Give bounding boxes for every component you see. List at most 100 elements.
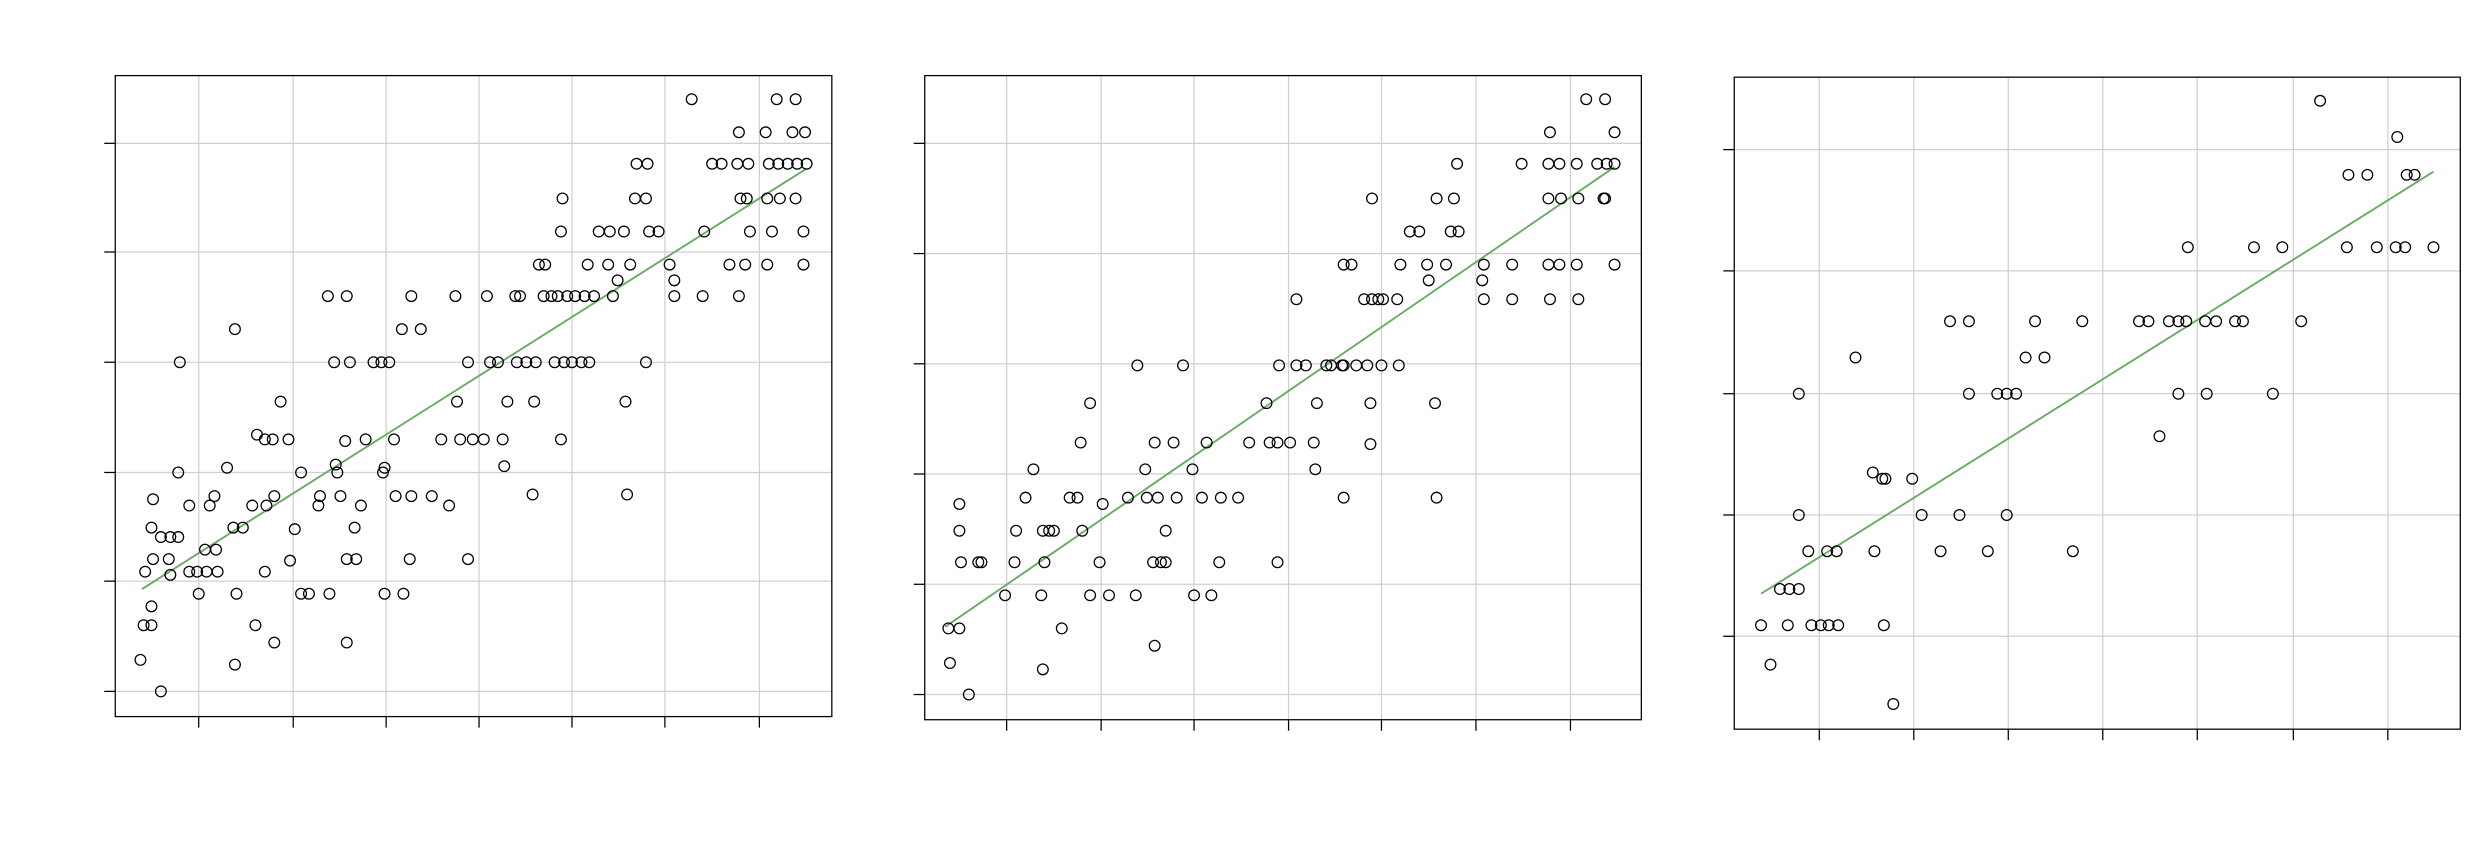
data-point: [302, 587, 315, 600]
data-point: [558, 356, 571, 369]
data-point: [1232, 491, 1245, 504]
data-point: [1103, 589, 1115, 602]
data-point: [1076, 524, 1089, 537]
data-point: [221, 461, 234, 474]
data-point: [1915, 509, 1928, 521]
data-point: [2199, 315, 2212, 328]
data-point: [1047, 524, 1060, 537]
data-point: [192, 587, 205, 600]
data-point: [999, 589, 1012, 602]
data-point: [1506, 258, 1519, 271]
data-point: [2389, 241, 2402, 254]
data-point: [378, 587, 391, 600]
data-point: [1451, 157, 1464, 170]
data-point: [1887, 697, 1900, 710]
data-point: [624, 258, 637, 271]
data-point: [350, 553, 363, 566]
data-point: [2236, 315, 2249, 328]
data-point: [1781, 619, 1794, 632]
data-point: [1543, 126, 1556, 139]
data-point: [1429, 397, 1441, 410]
data-point: [1043, 524, 1056, 537]
data-point: [414, 323, 427, 336]
data-point: [2399, 241, 2412, 254]
data-point: [781, 157, 794, 170]
data-point: [334, 490, 347, 503]
data-point: [1572, 192, 1585, 205]
data-point: [759, 126, 772, 139]
data-point: [340, 553, 353, 566]
data-point: [1608, 126, 1621, 139]
data-point: [1372, 293, 1385, 306]
data-point: [210, 543, 223, 556]
data-point: [173, 356, 186, 369]
data-point: [652, 225, 665, 238]
data-point: [313, 490, 326, 503]
data-point: [2133, 315, 2145, 328]
data-point: [1543, 293, 1556, 306]
data-point: [2172, 387, 2185, 400]
data-point: [1350, 359, 1363, 372]
data-point: [2210, 315, 2223, 328]
data-point: [1570, 157, 1583, 170]
data-point: [449, 290, 462, 303]
data-point: [2370, 241, 2383, 254]
data-point: [668, 290, 681, 303]
data-point: [1121, 491, 1134, 504]
data-point: [2391, 131, 2404, 144]
data-point: [1792, 583, 1805, 595]
data-point: [1764, 658, 1777, 671]
data-point: [284, 554, 297, 567]
data-point: [1599, 192, 1612, 205]
data-point: [1600, 157, 1613, 170]
data-point: [2162, 315, 2175, 328]
data-point: [1430, 491, 1443, 504]
data-point: [266, 433, 279, 446]
data-point: [1186, 463, 1199, 476]
data-point: [466, 433, 479, 446]
data-point: [145, 619, 158, 632]
data-point: [425, 490, 438, 503]
data-point: [1263, 436, 1276, 449]
data-point: [258, 433, 271, 446]
data-point: [343, 356, 356, 369]
data-point: [561, 290, 574, 303]
data-point: [1167, 436, 1180, 449]
data-point: [696, 290, 709, 303]
data-point: [162, 553, 175, 566]
data-point: [668, 274, 681, 287]
data-point: [548, 356, 561, 369]
data-point: [1805, 619, 1818, 632]
data-point: [2314, 94, 2327, 107]
data-point: [2340, 241, 2353, 254]
data-point: [227, 521, 240, 534]
data-point: [551, 290, 564, 303]
data-point: [172, 466, 185, 479]
data-point: [496, 433, 509, 446]
data-point: [1084, 397, 1097, 410]
data-point: [640, 356, 652, 369]
data-point: [405, 490, 418, 503]
data-point: [773, 192, 786, 205]
data-point: [268, 636, 281, 649]
data-point: [1027, 463, 1040, 476]
data-point: [1879, 472, 1892, 485]
data-point: [565, 356, 578, 369]
data-point: [295, 466, 308, 479]
data-point: [340, 290, 353, 303]
data-point: [1608, 157, 1621, 170]
data-point: [554, 225, 567, 238]
data-point: [1170, 491, 1183, 504]
data-point: [1876, 472, 1889, 485]
data-point: [1188, 589, 1201, 602]
data-point: [526, 488, 539, 501]
data-point: [2180, 315, 2193, 328]
data-point: [258, 565, 271, 578]
data-point: [1477, 293, 1490, 306]
data-point: [799, 126, 812, 139]
data-point: [539, 258, 552, 271]
data-point: [1148, 639, 1161, 652]
data-point: [2000, 509, 2013, 521]
data-point: [154, 531, 167, 544]
